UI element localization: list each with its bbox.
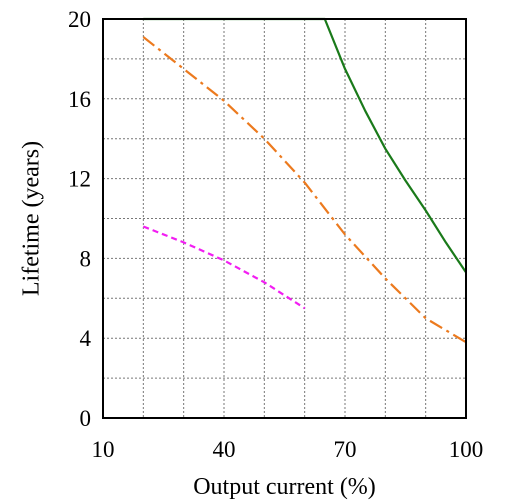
series-line-1 xyxy=(143,17,467,274)
x-axis-title: Output current (%) xyxy=(193,474,376,500)
y-tick-label: 8 xyxy=(80,246,92,271)
x-tick-label: 100 xyxy=(449,437,484,462)
series-line-2 xyxy=(142,36,467,344)
tick-labels: 0 4 8 12 16 20 10 40 70 100 xyxy=(68,7,483,462)
x-tick-label: 40 xyxy=(213,437,236,462)
y-tick-label: 4 xyxy=(80,326,92,351)
x-tick-label: 70 xyxy=(334,437,357,462)
y-axis-title: Lifetime (years) xyxy=(18,141,44,296)
x-tick-label: 10 xyxy=(92,437,115,462)
y-tick-label: 12 xyxy=(68,167,91,192)
y-tick-label: 16 xyxy=(68,87,91,112)
y-tick-label: 20 xyxy=(68,7,91,32)
grid xyxy=(103,19,466,418)
y-tick-label: 0 xyxy=(80,406,92,431)
plot-frame xyxy=(102,18,467,419)
